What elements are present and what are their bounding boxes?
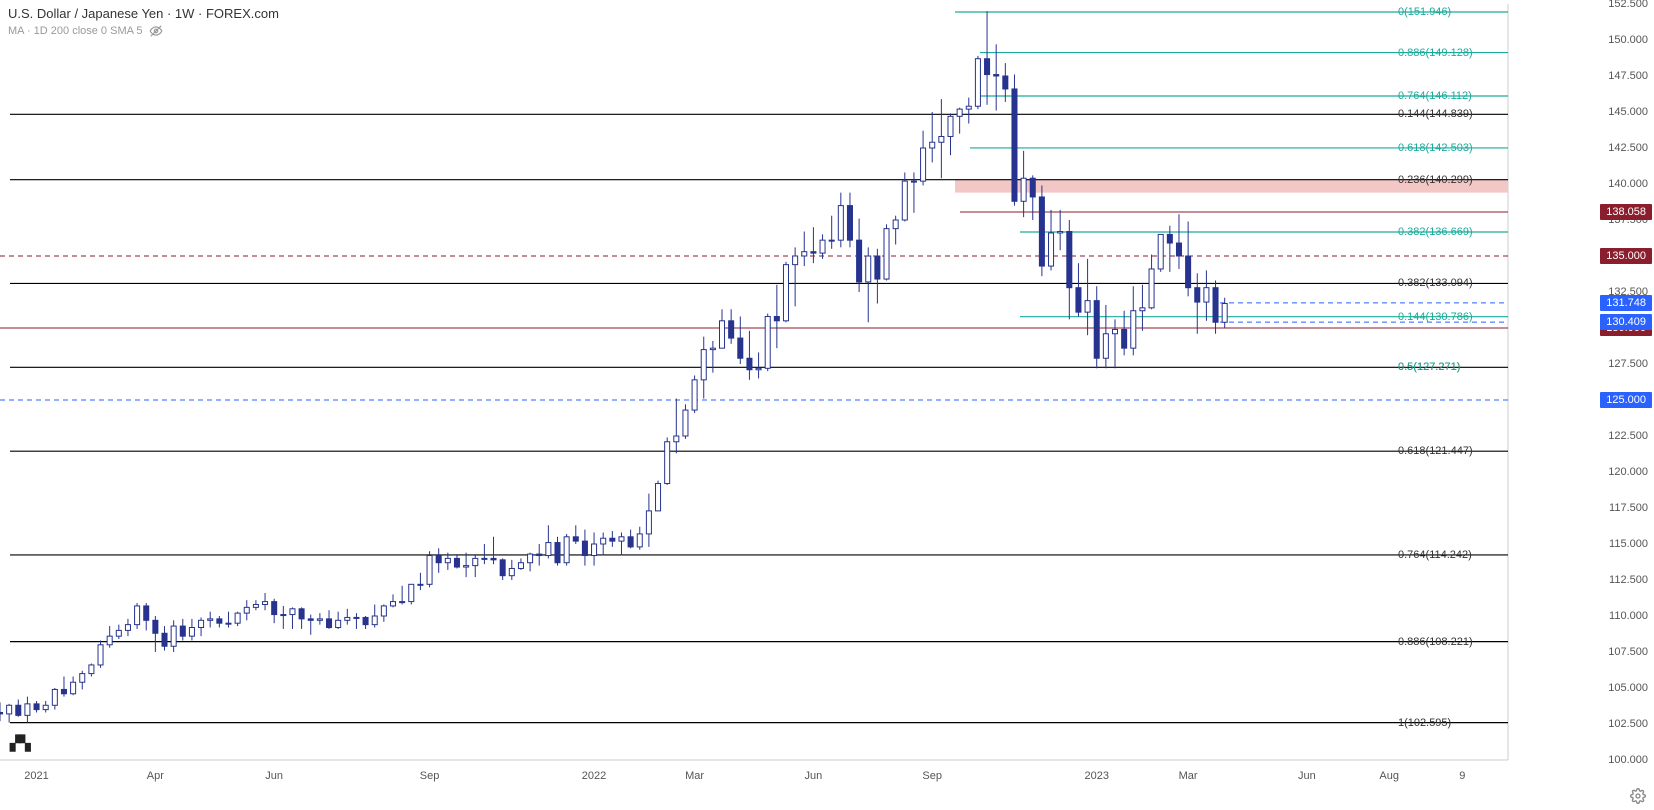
fib-level-label: 0.764(114.242): [1398, 549, 1472, 561]
price-level-tag: 138.058: [1600, 204, 1652, 220]
fib-level-label: 0.382(136.669): [1398, 226, 1473, 238]
price-level-tag: 135.000: [1600, 248, 1652, 264]
price-level-tag: 130.409: [1600, 314, 1652, 330]
fib-level-label: 0.144(144.839): [1398, 108, 1473, 120]
fib-level-label: 0.764(146.112): [1398, 90, 1472, 102]
fib-level-label: 0.618(142.503): [1398, 142, 1473, 154]
price-level-tag: 125.000: [1600, 392, 1652, 408]
fib-level-label: 0.5(127.271): [1398, 361, 1460, 373]
fib-level-label: 0.886(149.128): [1398, 47, 1473, 59]
fib-level-label: 0.236(140.299): [1398, 174, 1473, 186]
settings-icon[interactable]: [1630, 788, 1646, 804]
price-chart[interactable]: [0, 0, 1654, 810]
tradingview-logo: ▞▚: [10, 735, 30, 752]
fib-level-label: 0(151.946): [1398, 6, 1451, 18]
fib-level-label: 0.886(108.221): [1398, 636, 1473, 648]
chart-root: U.S. Dollar / Japanese Yen · 1W · FOREX.…: [0, 0, 1654, 810]
fib-level-label: 0.618(121.447): [1398, 445, 1473, 457]
fib-level-label: 0.382(133.094): [1398, 277, 1473, 289]
price-level-tag: 131.748: [1600, 295, 1652, 311]
fib-level-label: 0.144(130.786): [1398, 311, 1473, 323]
fib-level-label: 1(102.595): [1398, 717, 1451, 729]
